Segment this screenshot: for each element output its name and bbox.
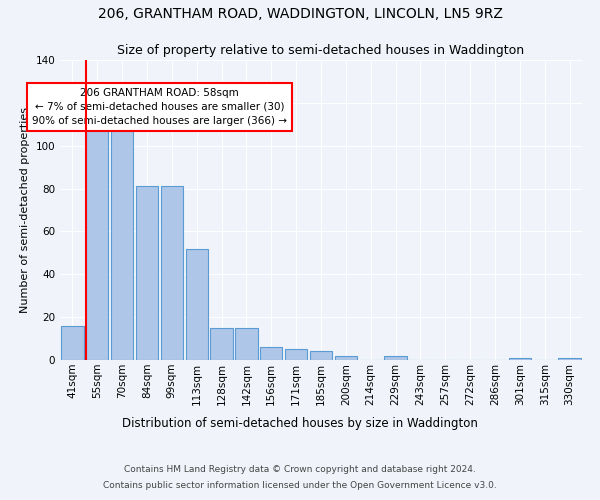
Bar [235, 328, 257, 360]
Bar [260, 347, 283, 360]
Text: Contains public sector information licensed under the Open Government Licence v3: Contains public sector information licen… [103, 480, 497, 490]
Bar [559, 358, 581, 360]
Bar [111, 112, 133, 360]
Bar [285, 350, 307, 360]
Bar [185, 248, 208, 360]
Bar [509, 358, 531, 360]
Bar [310, 352, 332, 360]
Bar [161, 186, 183, 360]
Text: 206, GRANTHAM ROAD, WADDINGTON, LINCOLN, LN5 9RZ: 206, GRANTHAM ROAD, WADDINGTON, LINCOLN,… [98, 8, 502, 22]
Bar [61, 326, 83, 360]
Text: Contains HM Land Registry data © Crown copyright and database right 2024.: Contains HM Land Registry data © Crown c… [124, 466, 476, 474]
Bar [211, 328, 233, 360]
Text: Distribution of semi-detached houses by size in Waddington: Distribution of semi-detached houses by … [122, 418, 478, 430]
Text: 206 GRANTHAM ROAD: 58sqm
← 7% of semi-detached houses are smaller (30)
90% of se: 206 GRANTHAM ROAD: 58sqm ← 7% of semi-de… [32, 88, 287, 126]
Bar [86, 110, 109, 360]
Bar [136, 186, 158, 360]
Y-axis label: Number of semi-detached properties: Number of semi-detached properties [20, 107, 30, 313]
Title: Size of property relative to semi-detached houses in Waddington: Size of property relative to semi-detach… [118, 44, 524, 58]
Bar [385, 356, 407, 360]
Bar [335, 356, 357, 360]
